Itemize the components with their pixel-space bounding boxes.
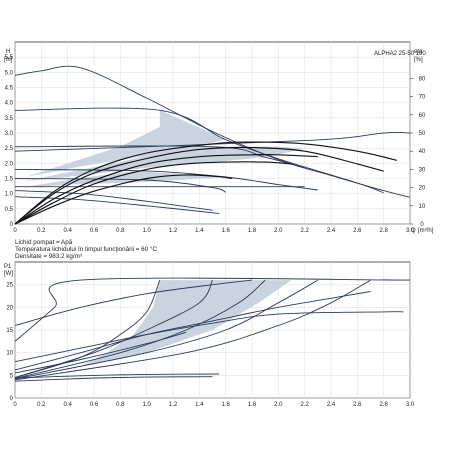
head-x-tick-label: 2.4	[327, 228, 336, 234]
power-x-tick-label: 2.2	[300, 402, 309, 408]
head-x-tick-label: 0.4	[63, 228, 72, 234]
power-x-tick-label: 1.6	[221, 402, 230, 408]
power-chart: 0 0.2 0.4 0.6 0.8 1.0 1.2 1.4 1.6 1.8 2.0 2.2 2.4 2.6…	[4, 261, 415, 408]
head-curve	[14, 196, 220, 214]
head-y-tick-label: 2.5	[5, 146, 14, 152]
eta-tick-label: 40	[419, 149, 426, 155]
power-curve	[14, 291, 371, 371]
eta-tick-label: 20	[419, 186, 426, 192]
head-y-tick-label: 5.5	[5, 55, 14, 61]
flow-axis-unit: [m³/h]	[418, 228, 434, 234]
head-y-tick-label: 4.5	[5, 86, 14, 92]
power-axis-label: P1	[4, 264, 12, 270]
head-axis-unit: [m]	[4, 57, 13, 63]
head-y-tick-label: 3.5	[5, 116, 14, 122]
head-curve	[14, 107, 384, 194]
power-y-tick-label: 10	[6, 351, 13, 357]
power-x-tick-label: 0.4	[63, 402, 72, 408]
power-y-tick-label: 25	[6, 283, 13, 289]
head-x-tick-label: 2.8	[379, 228, 388, 234]
efficiency-curve	[14, 154, 318, 225]
power-x-tick-label: 1.4	[195, 402, 204, 408]
head-chart: 0 0.2 0.4 0.6 0.8 1.0 1.2 1.4 1.6 1.8 2.0 2.2 2.4 2.6…	[4, 41, 434, 234]
head-curve	[14, 131, 411, 152]
eta-tick-label: 70	[419, 95, 426, 101]
power-y-tick-label: 15	[6, 328, 13, 334]
head-x-tick-label: 2.2	[300, 228, 309, 234]
power-y-tick-label: 5	[10, 373, 14, 379]
power-curve	[14, 311, 404, 363]
power-curve	[14, 279, 253, 326]
power-curve	[14, 279, 161, 379]
head-y-tick-label: 1.5	[5, 177, 14, 183]
power-x-tick-label: 3.0	[406, 402, 415, 408]
efficiency-curve	[14, 141, 397, 225]
eta-axis-unit: [%]	[414, 57, 423, 63]
power-curve	[14, 376, 213, 382]
power-x-tick-label: 1.8	[248, 402, 257, 408]
power-curve	[14, 277, 411, 342]
head-curve	[14, 178, 226, 193]
power-x-tick-label: 2.6	[353, 402, 362, 408]
head-y-tick-label: 1.0	[5, 192, 14, 198]
eta-tick-label: 80	[419, 76, 426, 82]
power-x-tick-label: 0.6	[90, 402, 99, 408]
head-x-tick-label: 1.0	[142, 228, 151, 234]
head-x-tick-label: 1.6	[221, 228, 230, 234]
eta-tick-label: 10	[419, 204, 426, 210]
eta-axis-label: eta	[414, 49, 423, 55]
head-x-tick-label: 0.2	[37, 228, 46, 234]
head-y-tick-label: 4.0	[5, 101, 14, 107]
power-curve	[14, 279, 319, 380]
power-x-tick-label: 1.0	[142, 402, 151, 408]
power-y-tick-label: 0	[10, 396, 14, 402]
power-x-tick-label: 0.2	[37, 402, 46, 408]
head-x-tick-label: 1.2	[169, 228, 178, 234]
power-x-tick-label: 2.4	[327, 402, 336, 408]
chart-title: ALPHA2 25-50 180	[374, 51, 426, 57]
head-y-tick-label: 0	[10, 222, 14, 228]
head-axis-label: H	[6, 49, 10, 55]
power-operating-region	[80, 280, 292, 367]
head-curve	[14, 190, 213, 211]
efficiency-curve	[14, 161, 292, 225]
head-y-tick-label: 3.0	[5, 131, 14, 137]
power-curve	[14, 331, 187, 374]
head-y-tick-label: 0.5	[5, 207, 14, 213]
fluid-info: Lichid pompat = Apă Temperatura lichidul…	[15, 239, 157, 260]
head-x-tick-label: 2.0	[274, 228, 283, 234]
power-y-tick-label: 20	[6, 305, 13, 311]
head-y-tick-label: 2.0	[5, 161, 14, 167]
head-x-tick-label: 1.8	[248, 228, 257, 234]
power-curve	[14, 279, 371, 381]
efficiency-curve	[14, 174, 233, 225]
power-curve	[14, 279, 266, 379]
head-x-tick-label: 0.8	[116, 228, 125, 234]
power-curve	[14, 373, 220, 379]
head-x-tick-label: 2.6	[353, 228, 362, 234]
head-operating-region	[25, 110, 226, 177]
power-x-tick-label: 0.8	[116, 402, 125, 408]
power-x-tick-label: 1.2	[169, 402, 178, 408]
flow-axis-label: Q	[411, 228, 416, 234]
head-y-tick-label: 5.0	[5, 70, 14, 76]
power-x-tick-label: 2.0	[274, 402, 283, 408]
power-axis-unit: [W]	[4, 271, 13, 277]
power-x-tick-label: 0	[13, 402, 17, 408]
eta-tick-label: 0	[420, 222, 424, 228]
head-x-tick-label: 1.4	[195, 228, 204, 234]
head-x-tick-label: 3.0	[406, 228, 415, 234]
eta-tick-label: 30	[419, 167, 426, 173]
efficiency-curve	[14, 146, 384, 225]
power-x-tick-label: 2.8	[379, 402, 388, 408]
info-fluid: Lichid pompat = Apă	[15, 239, 73, 246]
eta-tick-label: 50	[419, 131, 426, 137]
head-x-tick-label: 0.6	[90, 228, 99, 234]
info-density: Densitate = 983.2 kg/m³	[15, 253, 82, 260]
eta-tick-label: 60	[419, 113, 426, 119]
info-temperature: Temperatura lichidului în timpul funcţio…	[15, 245, 157, 253]
head-x-tick-label: 0	[13, 228, 17, 234]
